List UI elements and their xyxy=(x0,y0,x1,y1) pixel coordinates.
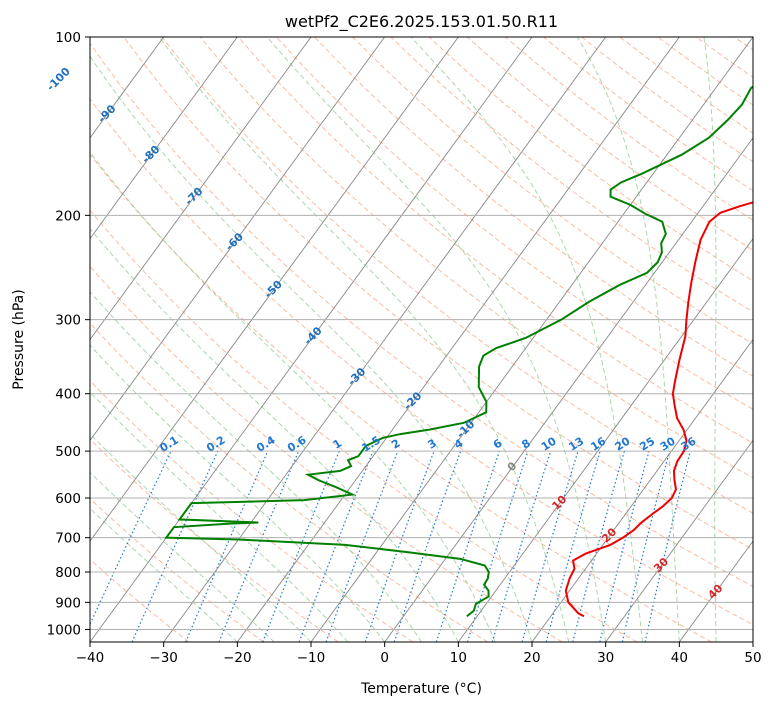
y-tick-label: 200 xyxy=(55,208,81,224)
x-axis-title: Temperature (°C) xyxy=(360,681,482,697)
isotherm-line xyxy=(163,37,607,642)
isotherm-line xyxy=(236,37,680,642)
x-tick-label: 40 xyxy=(671,650,688,666)
y-axis-title: Pressure (hPa) xyxy=(11,289,27,389)
isotherm-line xyxy=(457,237,753,642)
isotherm-line xyxy=(90,37,386,442)
y-tick-label: 900 xyxy=(55,595,81,611)
chart-title: wetPf2_C2E6.2025.153.01.50.R11 xyxy=(285,12,558,32)
isotherm-line xyxy=(605,439,753,642)
isotherm-line xyxy=(531,338,753,642)
mixing-ratio-line xyxy=(599,450,650,642)
y-axis-ticks: 100 200 300 400 500 600 700 800 900 1000 xyxy=(47,30,90,638)
profiles xyxy=(164,85,753,618)
mixing-ratio-line xyxy=(364,450,435,642)
moist-adiabat-line xyxy=(158,37,570,642)
y-tick-label: 800 xyxy=(55,565,81,581)
mixing-ratio-line xyxy=(572,450,625,642)
isotherm-line xyxy=(310,37,753,642)
isotherm-line xyxy=(90,37,312,341)
x-tick-label: 10 xyxy=(450,650,467,666)
x-tick-label: 0 xyxy=(380,650,389,666)
y-tick-label: 700 xyxy=(55,531,81,547)
moist-adiabat-line xyxy=(90,391,349,642)
moist-adiabat-line xyxy=(703,37,717,642)
moist-adiabat-line xyxy=(410,37,643,642)
plot-background xyxy=(90,37,753,642)
dry-adiabat-line xyxy=(352,37,753,345)
x-tick-label: 20 xyxy=(523,650,540,666)
moist-adiabat-line xyxy=(90,227,459,642)
x-tick-label: 50 xyxy=(744,650,761,666)
moist-adiabat-line xyxy=(266,37,607,642)
mixing-ratio-line xyxy=(218,450,300,642)
x-tick-label: −10 xyxy=(297,650,326,666)
isotherm-line xyxy=(90,37,459,542)
moist-adiabats xyxy=(90,37,717,642)
y-tick-label: 600 xyxy=(55,491,81,507)
mixing-ratio-line xyxy=(325,450,399,642)
mixing-ratio-lines xyxy=(90,450,691,642)
x-axis-ticks: −40 −30 −20 −10 0 10 20 30 40 50 xyxy=(76,642,762,666)
moist-adiabat-line xyxy=(90,151,496,642)
dry-adiabat-line xyxy=(90,97,753,626)
mixing-ratio-line xyxy=(545,450,601,642)
dry-adiabat-line xyxy=(123,37,753,550)
y-tick-label: 300 xyxy=(55,313,81,329)
y-tick-label: 500 xyxy=(55,444,81,460)
dewpoint-profile-line xyxy=(164,85,753,618)
isotherm-line xyxy=(384,137,753,642)
mixing-ratio-line xyxy=(621,450,671,642)
pressure-gridlines xyxy=(90,37,753,630)
background-lines xyxy=(90,37,753,642)
dry-adiabat-line xyxy=(90,209,638,642)
mixing-ratio-line xyxy=(435,450,501,642)
x-tick-label: −30 xyxy=(149,650,178,666)
moist-adiabat-line xyxy=(90,55,533,642)
dry-adiabat-line xyxy=(276,37,753,410)
moist-adiabat-line xyxy=(576,37,680,642)
dry-adiabat-line xyxy=(90,153,712,642)
x-tick-label: −20 xyxy=(223,650,252,666)
mixing-ratio-line xyxy=(262,450,340,642)
x-tick-label: 30 xyxy=(597,650,614,666)
dry-adiabat-line xyxy=(199,37,753,479)
moist-adiabat-line xyxy=(90,291,422,642)
dry-adiabat-line xyxy=(90,558,190,642)
y-tick-label: 100 xyxy=(55,30,81,46)
isotherm-line xyxy=(90,37,533,642)
dry-adiabat-line xyxy=(90,42,753,588)
isotherms xyxy=(90,37,753,642)
x-tick-label: −40 xyxy=(76,650,105,666)
temperature-profile-line xyxy=(564,201,753,618)
y-tick-label: 1000 xyxy=(47,622,81,638)
dry-adiabat-line xyxy=(161,37,753,514)
mixing-ratio-line xyxy=(298,450,374,642)
mixing-ratio-line xyxy=(131,450,219,642)
plot-frame xyxy=(89,36,754,643)
mixing-ratio-line xyxy=(185,450,269,642)
y-tick-label: 400 xyxy=(55,387,81,403)
isotherm-line xyxy=(90,37,238,240)
dry-adiabat-line xyxy=(90,265,563,642)
dry-adiabat-line xyxy=(314,37,753,377)
mixing-ratio-line xyxy=(521,450,579,642)
mixing-ratio-line xyxy=(466,450,529,642)
